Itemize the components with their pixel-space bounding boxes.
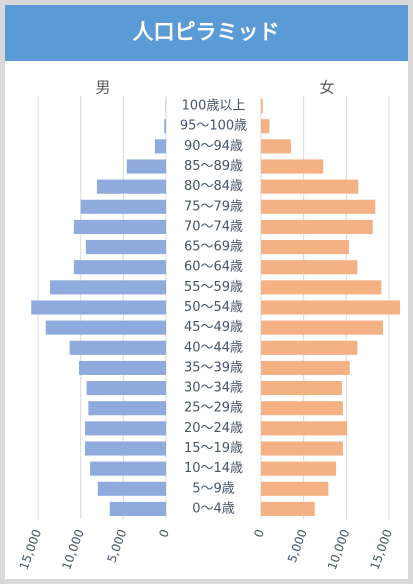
bar	[31, 300, 166, 315]
category-label: 15〜19歳	[184, 441, 243, 456]
category-label: 10〜14歳	[184, 461, 243, 476]
category-label: 95〜100歳	[180, 119, 247, 134]
bar	[86, 381, 166, 396]
category-label: 50〜54歳	[184, 300, 243, 315]
bar	[97, 481, 166, 496]
category-label: 80〜84歳	[184, 179, 243, 194]
category-label: 40〜44歳	[184, 340, 243, 355]
bar	[261, 260, 358, 275]
bar	[261, 159, 324, 174]
bar	[90, 461, 166, 476]
bar	[261, 179, 359, 194]
bar	[261, 219, 373, 234]
bar	[126, 159, 166, 174]
x-tick-label: 0	[156, 527, 172, 539]
bar	[261, 240, 349, 255]
category-label: 20〜24歳	[184, 421, 243, 436]
category-label: 0〜4歳	[192, 501, 235, 516]
bar	[261, 501, 315, 516]
bar	[261, 461, 337, 476]
series-label: 女	[319, 79, 334, 97]
bar	[96, 179, 166, 194]
bar	[261, 360, 350, 375]
category-label: 100歳以上	[182, 99, 246, 114]
category-label: 60〜64歳	[184, 260, 243, 275]
bar	[73, 219, 166, 234]
bar	[49, 280, 166, 295]
bar	[261, 320, 383, 335]
category-label: 35〜39歳	[184, 360, 243, 375]
bar	[261, 280, 382, 295]
bar	[78, 360, 166, 375]
bar	[261, 340, 358, 355]
bar	[261, 199, 376, 214]
bar	[261, 401, 343, 416]
bar	[261, 481, 329, 496]
category-label: 30〜34歳	[184, 381, 243, 396]
bar	[85, 240, 166, 255]
category-label: 65〜69歳	[184, 240, 243, 255]
bar	[80, 199, 166, 214]
bar	[45, 320, 166, 335]
bar	[109, 501, 166, 516]
bar	[154, 139, 166, 154]
chart-title: 人口ピラミッド	[133, 20, 280, 44]
series-label: 男	[95, 79, 110, 97]
bar	[261, 139, 291, 154]
bar	[84, 441, 166, 456]
category-label: 75〜79歳	[184, 199, 243, 214]
category-label: 45〜49歳	[184, 320, 243, 335]
bar	[261, 300, 401, 315]
bar	[164, 119, 166, 134]
category-label: 70〜74歳	[184, 219, 243, 234]
category-label: 90〜94歳	[184, 139, 243, 154]
bar	[261, 119, 270, 134]
category-label: 25〜29歳	[184, 401, 243, 416]
bar	[88, 401, 166, 416]
category-label: 55〜59歳	[184, 280, 243, 295]
x-tick-label: 0	[251, 527, 267, 539]
bar	[84, 421, 166, 436]
category-label: 5〜9歳	[192, 481, 235, 496]
bar	[261, 421, 348, 436]
title-bar	[5, 5, 408, 61]
category-label: 85〜89歳	[184, 159, 243, 174]
bar	[73, 260, 166, 275]
bar	[261, 441, 343, 456]
bar	[261, 99, 263, 114]
bar	[261, 381, 343, 396]
bar	[69, 340, 166, 355]
